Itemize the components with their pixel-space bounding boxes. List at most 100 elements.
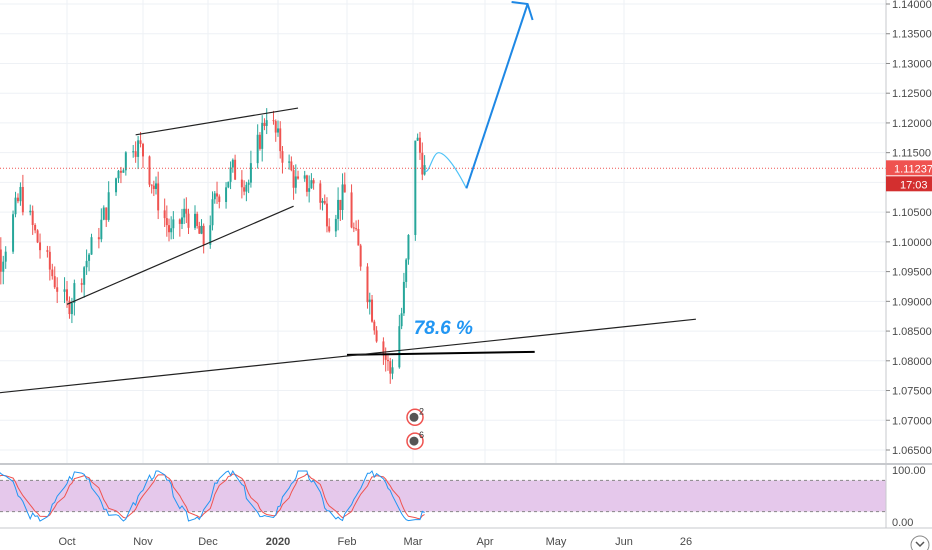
- price-axis: 1.14000 1.13500 1.13000 1.12500 1.12000 1.115…: [886, 0, 932, 457]
- candle-body: [183, 208, 186, 218]
- candle: [321, 198, 324, 211]
- candle: [400, 307, 403, 330]
- candle: [339, 199, 342, 222]
- candle: [227, 181, 230, 189]
- candle-body: [334, 218, 337, 232]
- candle-body: [274, 121, 277, 133]
- stochastic-band: [0, 480, 886, 512]
- candle-body: [155, 183, 157, 189]
- candle-body: [249, 163, 252, 183]
- candle-body: [0, 249, 2, 272]
- candle: [281, 146, 284, 174]
- candle-body: [240, 179, 243, 188]
- candle: [231, 158, 234, 173]
- stochastic-d-line: [0, 473, 425, 520]
- candle: [303, 170, 306, 182]
- candle-body: [258, 134, 261, 149]
- candle: [323, 194, 326, 205]
- candle: [132, 144, 135, 158]
- candle-body: [328, 226, 331, 232]
- candle: [202, 223, 205, 254]
- candle: [142, 142, 144, 168]
- candle-body: [142, 143, 144, 157]
- candle-body: [181, 217, 183, 224]
- candle-body: [117, 170, 120, 179]
- candle-body: [150, 184, 153, 186]
- candle-body: [418, 137, 421, 153]
- candle: [196, 211, 199, 229]
- candle-body: [172, 219, 175, 229]
- candle-body: [279, 128, 282, 152]
- candle: [274, 119, 277, 142]
- time-tick-label: 26: [680, 536, 692, 548]
- candle-body: [102, 207, 105, 220]
- candle: [36, 229, 39, 244]
- candle: [122, 168, 125, 173]
- candle-body: [152, 185, 155, 189]
- candle: [414, 140, 417, 241]
- candle: [294, 164, 297, 194]
- candle: [375, 326, 378, 343]
- event-marker-dot: [409, 412, 419, 422]
- candle: [229, 161, 232, 190]
- candle-body: [277, 128, 279, 133]
- candle-body: [407, 234, 410, 260]
- trendline: [346, 350, 535, 356]
- candle-body: [34, 224, 37, 231]
- candle: [163, 198, 166, 227]
- candle-body: [68, 300, 71, 315]
- candle: [384, 347, 387, 372]
- price-tick-label: 1.12000: [892, 118, 932, 130]
- price-tick-label: 1.11500: [892, 148, 931, 160]
- scroll-to-realtime-button[interactable]: [910, 535, 930, 550]
- candle-body: [178, 219, 181, 224]
- trendline: [66, 205, 294, 305]
- candle-body: [423, 165, 426, 175]
- time-tick-label: 2020: [266, 536, 290, 548]
- candle: [290, 156, 293, 172]
- projection-arrow-head: [511, 1, 534, 21]
- candle-body: [234, 159, 237, 180]
- candle-body: [51, 269, 54, 277]
- candle-body: [265, 120, 268, 126]
- candle-body: [405, 259, 408, 282]
- event-marker-icon[interactable]: 6: [406, 430, 424, 450]
- candle: [105, 207, 108, 227]
- candle-body: [119, 170, 122, 173]
- candle-body: [355, 228, 358, 230]
- candle: [39, 233, 42, 259]
- candle: [382, 337, 385, 365]
- candle: [2, 255, 5, 285]
- price-tick-label: 1.09000: [892, 296, 932, 308]
- trendline: [135, 107, 299, 136]
- candle-body: [341, 184, 344, 210]
- candle-body: [247, 182, 250, 185]
- candle: [407, 234, 410, 265]
- candle-body: [90, 237, 93, 255]
- time-tick-label: Dec: [198, 536, 218, 548]
- candle-body: [400, 313, 403, 327]
- candle: [359, 243, 362, 271]
- candle: [97, 227, 100, 249]
- candle: [389, 357, 392, 384]
- candle-body: [83, 267, 86, 285]
- candle-body: [200, 225, 203, 234]
- candle-body: [243, 187, 246, 192]
- event-marker-icon[interactable]: 2: [406, 406, 424, 427]
- candle-body: [170, 228, 173, 233]
- price-tick-label: 1.13500: [892, 29, 932, 41]
- candle-body: [48, 251, 51, 270]
- scroll-button-bg: [910, 535, 930, 550]
- candle: [29, 204, 32, 216]
- projection-arrow-line: [465, 3, 529, 189]
- candle: [187, 208, 190, 234]
- candle-body: [137, 140, 140, 157]
- candle: [102, 205, 105, 221]
- candle: [263, 118, 266, 131]
- candle: [312, 178, 315, 190]
- candle: [249, 150, 252, 188]
- price-tick-label: 1.06500: [892, 445, 932, 457]
- candle: [418, 131, 421, 160]
- candle-body: [31, 210, 34, 225]
